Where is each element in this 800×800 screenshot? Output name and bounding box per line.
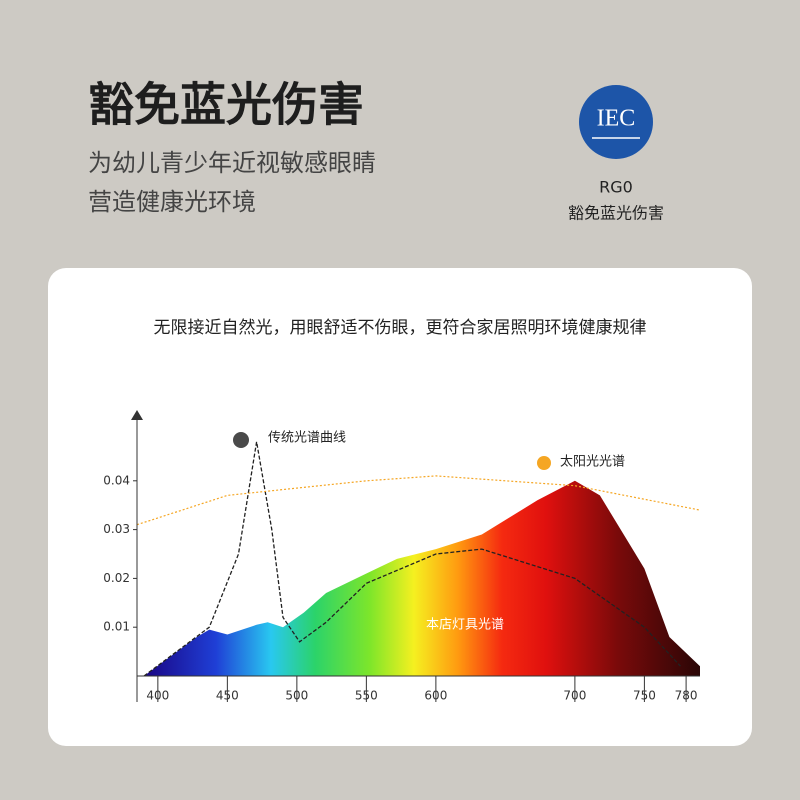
subtitle: 营造健康光环境 xyxy=(88,188,256,216)
legend-label: 传统光谱曲线 xyxy=(268,431,346,446)
y-axis-arrow xyxy=(131,410,143,420)
spectrum-area xyxy=(143,480,700,676)
y-tick-label: 0.03 xyxy=(103,522,130,536)
legend-marker xyxy=(233,432,249,448)
badge-logo: IEC xyxy=(597,106,636,132)
y-tick-label: 0.04 xyxy=(103,473,130,487)
plot xyxy=(136,441,701,677)
iec-badge: IEC xyxy=(579,85,653,159)
y-tick-label: 0.01 xyxy=(103,620,130,634)
title: 豁免蓝光伤害 xyxy=(88,78,364,132)
series-line xyxy=(136,475,701,526)
subtitle: 为幼儿青少年近视敏感眼睛 xyxy=(88,149,376,177)
legend-label: 本店灯具光谱 xyxy=(426,618,504,633)
legend-marker xyxy=(537,456,551,470)
badge-caption: 豁免蓝光伤害 xyxy=(568,204,664,223)
y-tick-label: 0.02 xyxy=(103,571,130,585)
badge-grade: RG0 xyxy=(599,178,633,197)
badge-circle xyxy=(579,85,653,159)
legend-label: 太阳光光谱 xyxy=(560,455,625,470)
card-caption: 无限接近自然光，用眼舒适不伤眼，更符合家居照明环境健康规律 xyxy=(154,318,647,338)
